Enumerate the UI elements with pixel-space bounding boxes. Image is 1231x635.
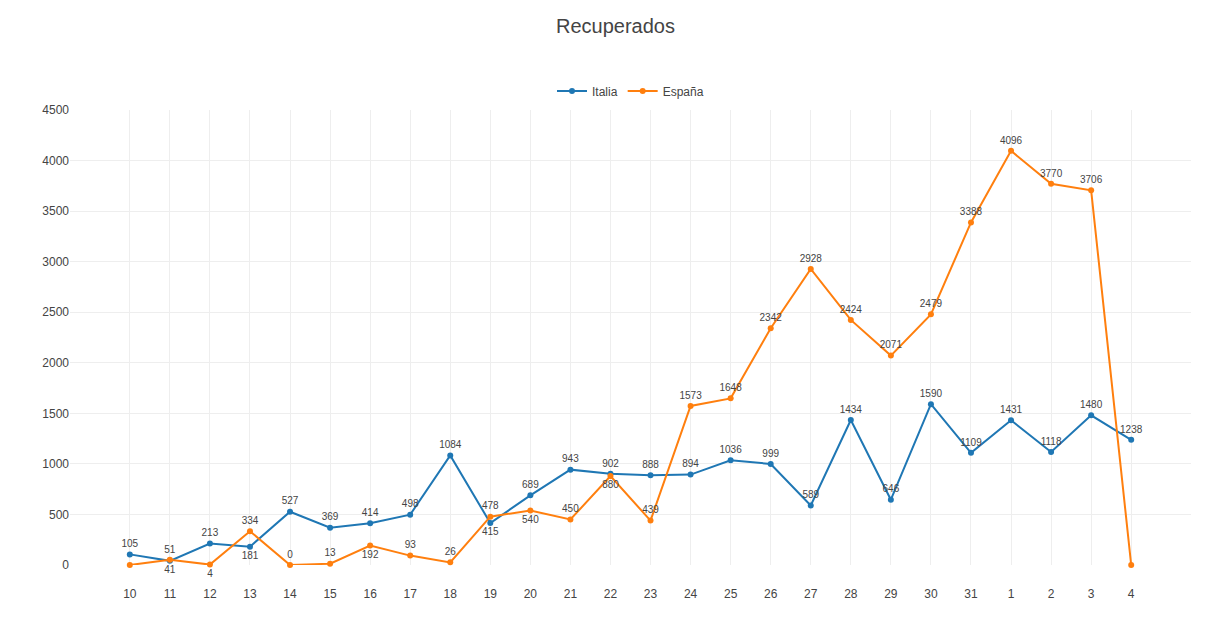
svg-text:3500: 3500: [42, 204, 69, 218]
svg-text:4500: 4500: [42, 103, 69, 117]
svg-text:689: 689: [522, 479, 539, 490]
svg-text:478: 478: [482, 500, 499, 511]
svg-text:1590: 1590: [920, 388, 943, 399]
svg-text:3770: 3770: [1040, 168, 1063, 179]
svg-text:902: 902: [602, 458, 619, 469]
svg-text:894: 894: [682, 458, 699, 469]
svg-text:2000: 2000: [42, 356, 69, 370]
svg-text:213: 213: [202, 527, 219, 538]
svg-text:1431: 1431: [1000, 404, 1023, 415]
svg-text:646: 646: [883, 483, 900, 494]
svg-text:2500: 2500: [42, 305, 69, 319]
svg-text:334: 334: [242, 515, 259, 526]
svg-text:41: 41: [164, 564, 176, 575]
svg-text:Recuperados: Recuperados: [556, 15, 675, 37]
svg-text:498: 498: [402, 498, 419, 509]
svg-text:527: 527: [282, 495, 299, 506]
svg-text:13: 13: [243, 587, 257, 601]
svg-text:17: 17: [404, 587, 418, 601]
svg-text:540: 540: [522, 514, 539, 525]
svg-text:18: 18: [444, 587, 458, 601]
svg-text:943: 943: [562, 453, 579, 464]
svg-text:415: 415: [482, 526, 499, 537]
svg-text:589: 589: [802, 489, 819, 500]
svg-text:3000: 3000: [42, 255, 69, 269]
svg-text:27: 27: [804, 587, 818, 601]
svg-text:20: 20: [524, 587, 538, 601]
svg-text:19: 19: [484, 587, 498, 601]
svg-text:1573: 1573: [679, 390, 702, 401]
svg-text:999: 999: [762, 448, 779, 459]
svg-text:2424: 2424: [840, 304, 863, 315]
svg-text:181: 181: [242, 550, 259, 561]
svg-text:2928: 2928: [800, 253, 823, 264]
svg-text:31: 31: [964, 587, 978, 601]
svg-text:93: 93: [405, 539, 417, 550]
svg-text:500: 500: [49, 508, 69, 522]
svg-text:26: 26: [445, 546, 457, 557]
svg-text:13: 13: [325, 547, 337, 558]
svg-text:1109: 1109: [960, 437, 982, 448]
svg-text:España: España: [663, 85, 704, 99]
svg-text:0: 0: [62, 558, 69, 572]
svg-text:12: 12: [203, 587, 217, 601]
svg-text:1648: 1648: [720, 382, 743, 393]
svg-text:414: 414: [362, 507, 379, 518]
svg-text:3: 3: [1088, 587, 1095, 601]
svg-text:1434: 1434: [840, 404, 863, 415]
svg-text:888: 888: [642, 459, 659, 470]
svg-text:3388: 3388: [960, 206, 983, 217]
svg-text:21: 21: [564, 587, 578, 601]
svg-text:Italia: Italia: [592, 85, 618, 99]
svg-text:369: 369: [322, 511, 339, 522]
svg-text:26: 26: [764, 587, 778, 601]
svg-text:23: 23: [644, 587, 658, 601]
svg-text:10: 10: [123, 587, 137, 601]
svg-text:28: 28: [844, 587, 858, 601]
svg-text:29: 29: [884, 587, 898, 601]
svg-text:15: 15: [323, 587, 337, 601]
svg-text:2071: 2071: [880, 339, 903, 350]
svg-text:0: 0: [287, 549, 293, 560]
svg-text:1118: 1118: [1041, 436, 1062, 447]
svg-text:4: 4: [207, 568, 213, 579]
svg-text:16: 16: [363, 587, 377, 601]
svg-text:450: 450: [562, 503, 579, 514]
svg-text:2: 2: [1048, 587, 1055, 601]
svg-text:2342: 2342: [760, 312, 783, 323]
svg-text:1000: 1000: [42, 457, 69, 471]
svg-text:4096: 4096: [1000, 135, 1023, 146]
svg-text:1238: 1238: [1120, 424, 1143, 435]
svg-text:22: 22: [604, 587, 618, 601]
svg-text:1500: 1500: [42, 407, 69, 421]
svg-text:3706: 3706: [1080, 174, 1103, 185]
svg-text:11: 11: [164, 587, 177, 601]
svg-text:1084: 1084: [439, 439, 462, 450]
svg-text:4000: 4000: [42, 154, 69, 168]
svg-text:14: 14: [283, 587, 297, 601]
svg-text:1480: 1480: [1080, 399, 1103, 410]
svg-text:105: 105: [121, 538, 138, 549]
svg-text:439: 439: [642, 504, 659, 515]
svg-text:1036: 1036: [720, 444, 743, 455]
svg-text:51: 51: [164, 544, 176, 555]
svg-text:880: 880: [602, 479, 619, 490]
svg-text:2479: 2479: [920, 298, 943, 309]
svg-text:24: 24: [684, 587, 698, 601]
svg-text:25: 25: [724, 587, 738, 601]
svg-text:1: 1: [1008, 587, 1015, 601]
svg-text:4: 4: [1128, 587, 1135, 601]
svg-text:192: 192: [362, 549, 379, 560]
svg-text:30: 30: [924, 587, 938, 601]
